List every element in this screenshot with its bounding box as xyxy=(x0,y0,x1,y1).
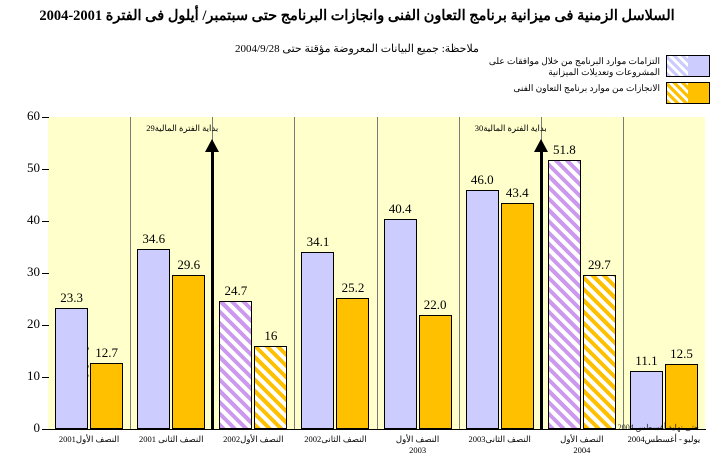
x-axis-tick-label: النصف الأول 2003 xyxy=(377,434,459,456)
bar-commitments xyxy=(547,159,581,429)
bar-value-label: 16 xyxy=(264,327,278,343)
bar-value-label: 24.7 xyxy=(224,282,248,298)
category-separator xyxy=(130,117,132,429)
category-separator xyxy=(294,117,296,429)
annotation-label: بداية الفترة المالية30 xyxy=(474,123,547,133)
bar-value-label: 46.0 xyxy=(470,171,494,187)
x-axis-tick-label: النصف الثانى 2001 xyxy=(130,434,212,445)
annotation-arrow-head xyxy=(533,139,548,152)
x-axis-tick-label-line: النصف الثانى2003 xyxy=(468,434,531,444)
y-axis-tick-label: 10 xyxy=(27,368,40,383)
y-axis-tick xyxy=(42,429,49,430)
category-separator xyxy=(622,117,624,429)
x-axis-tick-label-line: النصف الأول2002 xyxy=(223,434,284,444)
bar-value-label: 29.6 xyxy=(177,257,201,273)
x-axis-tick-label: النصف الأول2002 xyxy=(212,434,294,445)
x-axis-tick-label-line: 2003 xyxy=(409,445,427,455)
bar-deliveries xyxy=(500,203,534,429)
plot-area: ملايين الدولارات 23.312.734.629.624.7163… xyxy=(48,117,705,432)
bar-commitments xyxy=(301,251,335,429)
bar-commitments xyxy=(137,249,171,429)
x-axis-tick-label: النصف الأول2001 xyxy=(48,434,130,445)
legend-label-deliveries: الانجازات من موارد برنامج التعاون الفنى xyxy=(513,83,660,93)
bar-deliveries xyxy=(582,274,616,429)
x-axis-line xyxy=(48,429,706,430)
legend-item-deliveries: الانجازات من موارد برنامج التعاون الفنى xyxy=(455,82,710,104)
x-axis-tick-label-line: يوليو - أغسطس2004 xyxy=(627,434,701,444)
bar-value-label: 11.1 xyxy=(635,353,658,369)
bar-value-label: 43.4 xyxy=(505,185,529,201)
bar-value-label: 12.7 xyxy=(95,344,118,360)
bar-deliveries xyxy=(172,275,206,429)
x-axis-tick-label-line: النصف الثانى 2001 xyxy=(138,434,204,444)
bar-commitments xyxy=(465,189,499,429)
bar-value-label: 34.6 xyxy=(142,231,166,247)
legend-swatch-blue xyxy=(666,55,710,77)
bar-value-label: 51.8 xyxy=(552,141,576,157)
bar-value-label: 25.2 xyxy=(341,279,365,295)
x-axis-tick-label-line: النصف الثانى2002 xyxy=(304,434,367,444)
annotation-arrow-shaft xyxy=(539,149,543,429)
bar-commitments xyxy=(383,218,417,429)
y-axis-tick xyxy=(42,273,49,274)
category-separator xyxy=(458,117,460,429)
bar-commitments xyxy=(629,371,663,429)
annotation-arrow-head xyxy=(205,139,220,152)
y-axis-tick-label: 30 xyxy=(27,264,40,279)
x-axis-tick-label: يوليو - أغسطس2004 xyxy=(623,434,705,445)
y-axis-tick xyxy=(42,325,49,326)
y-axis-tick-label: 0 xyxy=(33,420,41,435)
bar-deliveries xyxy=(664,364,698,429)
legend-item-commitments: التزامات موارد البرنامج من خلال موافقات … xyxy=(455,55,710,78)
category-separator xyxy=(376,117,378,429)
x-axis-tick-label: النصف الثانى2002 xyxy=(294,434,376,445)
y-axis-tick-label: 40 xyxy=(27,212,40,227)
bar-value-label: 29.7 xyxy=(587,256,611,272)
bar-commitments xyxy=(219,300,253,429)
y-axis-tick xyxy=(42,117,49,118)
chart-legend: التزامات موارد البرنامج من خلال موافقات … xyxy=(455,55,710,108)
legend-label-commitments: التزامات موارد البرنامج من خلال موافقات … xyxy=(488,56,660,77)
y-axis-tick-label: 60 xyxy=(27,108,40,123)
y-axis-tick-label: 20 xyxy=(27,316,40,331)
x-axis-tick-label: النصف الثانى2003 xyxy=(459,434,541,445)
x-axis-tick-label-line: النصف الأول xyxy=(560,434,604,444)
x-axis-tick-label-line: 2004 xyxy=(573,445,591,455)
y-axis-tick xyxy=(42,169,49,170)
bar-value-label: 23.3 xyxy=(60,289,83,305)
bar-value-label: 34.1 xyxy=(306,233,330,249)
y-axis-tick xyxy=(42,377,49,378)
data-note: ملاحظة: جميع البيانات المعروضة مؤقتة حتى… xyxy=(235,43,479,55)
x-axis-tick-label-line: النصف الأول2001 xyxy=(58,434,120,444)
bar-value-label: 22.0 xyxy=(423,296,447,312)
legend-swatch-gold xyxy=(666,82,710,104)
annotation-label: بداية الفترة المالية29 xyxy=(146,123,219,133)
y-axis-tick xyxy=(42,221,49,222)
bar-deliveries xyxy=(418,314,452,429)
annotation-arrow-shaft xyxy=(211,149,215,429)
bar-deliveries xyxy=(254,345,288,429)
bar-value-label: 12.5 xyxy=(670,346,693,361)
bar-commitments xyxy=(55,307,89,429)
bar-value-label: 40.4 xyxy=(388,200,412,216)
y-axis-tick-label: 50 xyxy=(27,160,40,175)
bar-deliveries xyxy=(90,362,124,429)
bar-deliveries xyxy=(336,297,370,429)
x-axis-tick-label: النصف الأول 2004 xyxy=(541,434,623,456)
x-axis-tick-label-line: النصف الأول xyxy=(395,434,440,444)
corner-note: حتى نهاية أغسطس 2004 xyxy=(617,423,699,432)
page-title: السلاسل الزمنية فى ميزانية برنامج التعاو… xyxy=(39,8,675,24)
